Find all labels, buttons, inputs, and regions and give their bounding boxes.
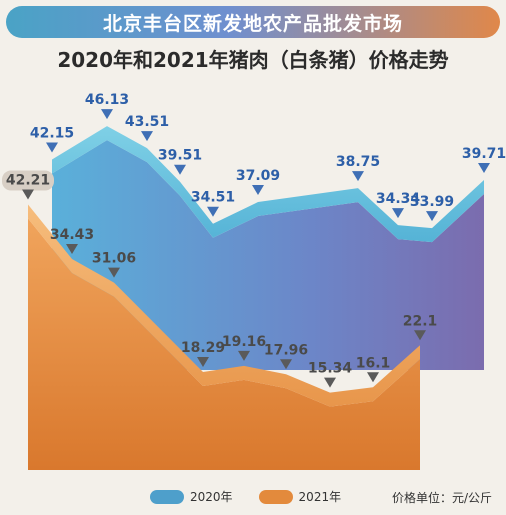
legend-swatch-2021 bbox=[258, 489, 293, 504]
pointer-2021 bbox=[66, 243, 78, 254]
label-2020: 39.71 bbox=[462, 146, 506, 162]
label-2021-highlight bbox=[2, 170, 54, 191]
label-2021: 15.34 bbox=[308, 361, 353, 377]
label-2020: 43.51 bbox=[125, 114, 169, 130]
pointer-2020 bbox=[101, 109, 113, 120]
pointer-2020 bbox=[252, 185, 264, 196]
pointer-2021 bbox=[367, 372, 379, 383]
label-2021: 31.06 bbox=[92, 251, 136, 267]
pointer-2021 bbox=[280, 359, 292, 370]
pointer-2021 bbox=[324, 377, 336, 388]
pointer-2021 bbox=[414, 330, 426, 341]
legend-label-2020: 2020年 bbox=[190, 490, 233, 504]
label-2020: 39.51 bbox=[158, 148, 202, 164]
label-2020: 46.13 bbox=[85, 92, 129, 108]
chart-title: 2020年和2021年猪肉（白条猪）价格走势 bbox=[57, 48, 449, 72]
area-2020-body bbox=[52, 140, 484, 370]
label-2021: 16.1 bbox=[356, 355, 391, 371]
label-2020: 34.51 bbox=[191, 190, 235, 206]
label-2021: 42.21 bbox=[6, 173, 50, 189]
label-2021: 22.1 bbox=[403, 313, 438, 329]
pointer-2020 bbox=[174, 164, 186, 175]
area-2020-top bbox=[52, 126, 484, 243]
label-2020: 33.99 bbox=[410, 194, 454, 210]
pointer-2020 bbox=[352, 171, 364, 182]
chart-legend: 2020年 2021年 bbox=[150, 488, 367, 505]
market-banner: 北京丰台区新发地农产品批发市场 bbox=[6, 6, 500, 38]
pointer-2020 bbox=[426, 211, 438, 222]
legend-item-2021: 2021年 bbox=[258, 488, 342, 505]
legend-label-2021: 2021年 bbox=[298, 490, 342, 504]
area-2021-body bbox=[28, 218, 420, 470]
pointer-2021 bbox=[108, 267, 120, 278]
pointer-2021 bbox=[22, 189, 34, 200]
pointer-2020 bbox=[478, 163, 490, 174]
label-2020: 42.15 bbox=[30, 126, 74, 142]
label-2021: 17.96 bbox=[264, 342, 308, 358]
area-2021-top bbox=[28, 204, 420, 407]
legend-swatch-2020 bbox=[150, 489, 184, 504]
label-2020: 37.09 bbox=[236, 168, 280, 184]
label-2021: 18.29 bbox=[181, 340, 225, 356]
pointer-2020 bbox=[141, 131, 153, 142]
label-2020: 34.34 bbox=[376, 191, 421, 207]
pointer-2020 bbox=[392, 208, 404, 219]
pointer-2020 bbox=[207, 206, 219, 217]
label-2021: 34.43 bbox=[50, 227, 94, 243]
unit-label: 价格单位：元/公斤 bbox=[391, 491, 492, 505]
pointer-2020 bbox=[46, 142, 58, 153]
pointer-2021 bbox=[238, 350, 250, 361]
label-2021: 19.16 bbox=[222, 334, 266, 350]
label-2020: 38.75 bbox=[336, 154, 380, 170]
legend-item-2020: 2020年 bbox=[150, 488, 233, 505]
pointer-2021 bbox=[197, 356, 209, 367]
